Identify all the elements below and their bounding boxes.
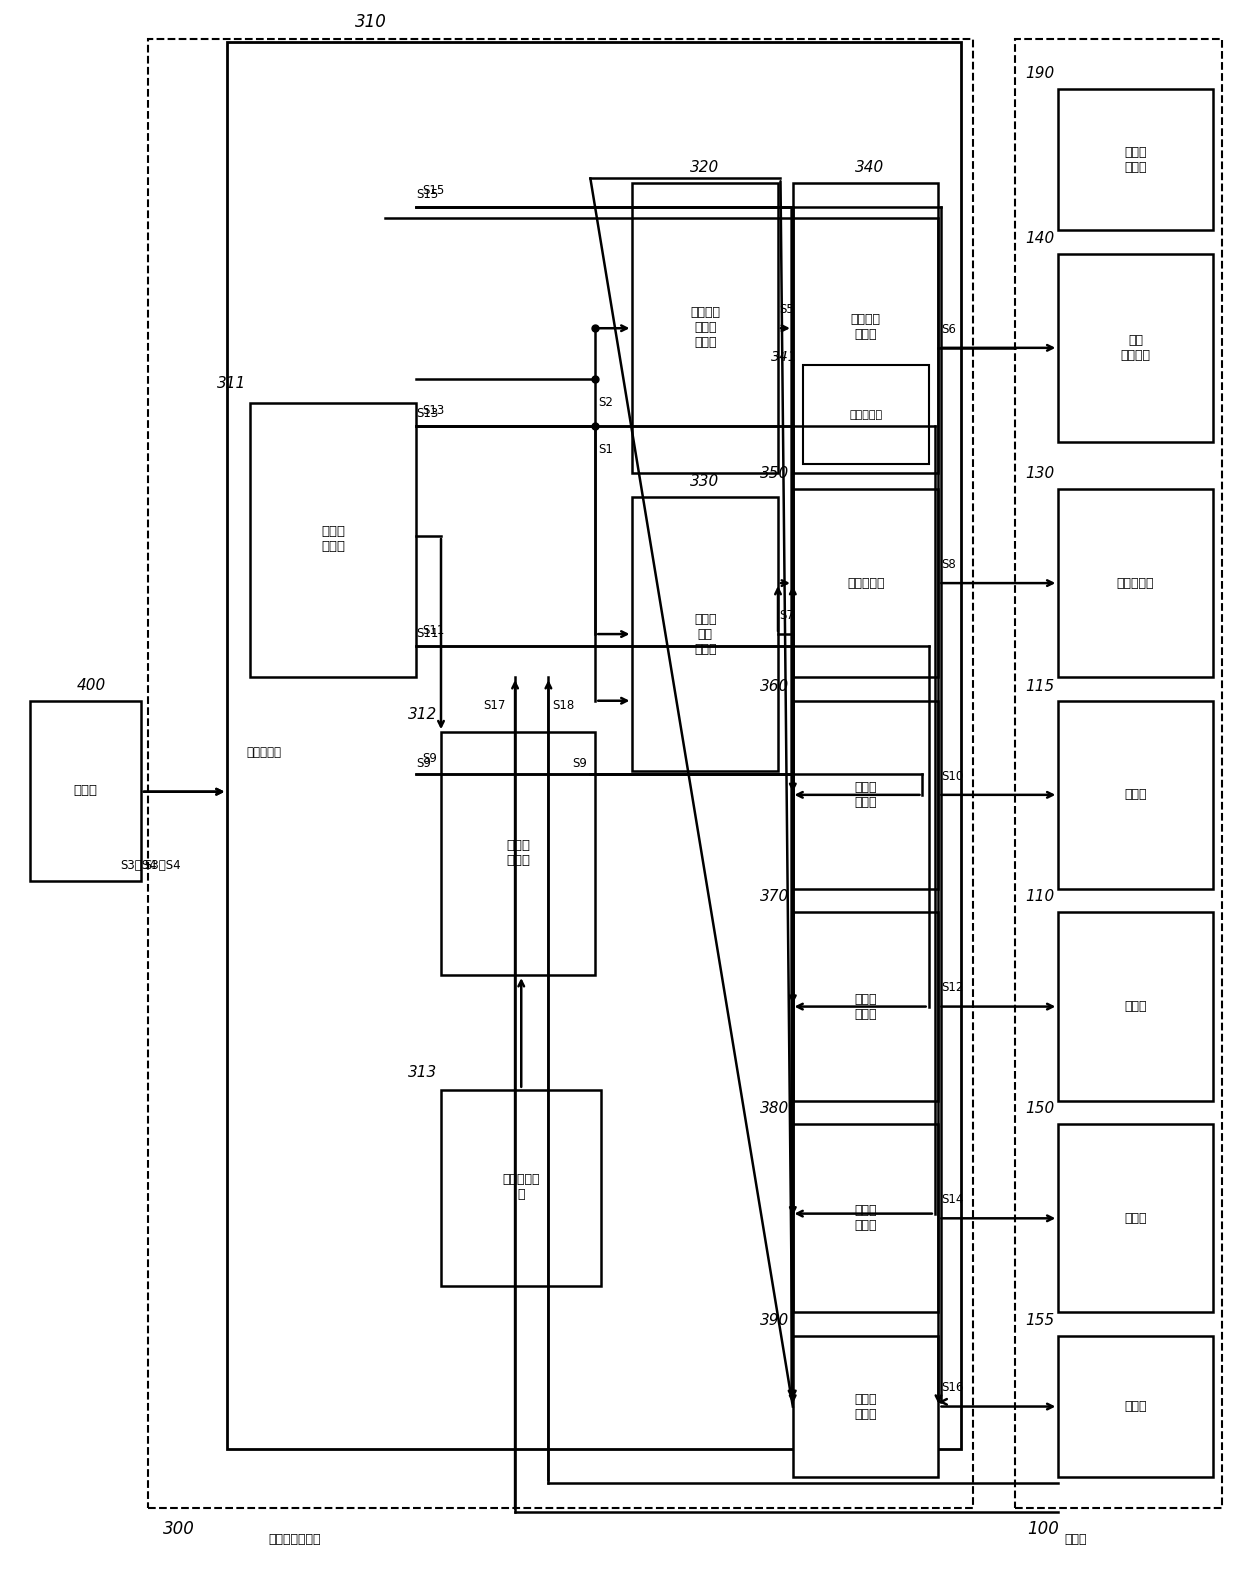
Bar bbox=[1058, 913, 1213, 1100]
Text: S16: S16 bbox=[941, 1382, 963, 1395]
Text: S15: S15 bbox=[417, 187, 439, 200]
Text: 断路器
控制部: 断路器 控制部 bbox=[854, 1393, 877, 1421]
Text: S15: S15 bbox=[423, 184, 445, 197]
Text: 入射器
控制部: 入射器 控制部 bbox=[854, 993, 877, 1020]
Text: 312: 312 bbox=[408, 707, 438, 722]
Text: 140: 140 bbox=[1025, 230, 1054, 246]
Text: 高频
加速空腔: 高频 加速空腔 bbox=[1121, 334, 1151, 362]
Bar bbox=[441, 732, 595, 976]
Bar bbox=[30, 700, 141, 881]
Bar bbox=[1058, 253, 1213, 442]
Text: 360: 360 bbox=[760, 678, 789, 694]
Text: 370: 370 bbox=[760, 889, 789, 905]
Text: S9: S9 bbox=[423, 752, 438, 765]
Bar bbox=[1058, 1124, 1213, 1313]
Bar bbox=[227, 42, 961, 1450]
Text: 155: 155 bbox=[1025, 1313, 1054, 1328]
Text: 130: 130 bbox=[1025, 466, 1054, 480]
Text: 加速器控制装置: 加速器控制装置 bbox=[268, 1533, 321, 1546]
Bar bbox=[441, 1089, 601, 1286]
Text: S9: S9 bbox=[572, 757, 587, 770]
Bar bbox=[792, 1124, 939, 1313]
Text: 340: 340 bbox=[854, 161, 884, 175]
Text: 390: 390 bbox=[760, 1313, 789, 1328]
Text: S10: S10 bbox=[941, 770, 963, 782]
Text: 341: 341 bbox=[771, 351, 797, 364]
Text: 偏转电磁铁: 偏转电磁铁 bbox=[1117, 576, 1154, 590]
Text: S6: S6 bbox=[941, 323, 956, 335]
Text: 电源用
模式
存储部: 电源用 模式 存储部 bbox=[694, 614, 717, 656]
Bar bbox=[1058, 700, 1213, 889]
Text: S14: S14 bbox=[941, 1193, 963, 1206]
Text: 斩波器
控制部: 斩波器 控制部 bbox=[854, 781, 877, 809]
Text: 350: 350 bbox=[760, 466, 789, 480]
Text: S12: S12 bbox=[941, 981, 963, 995]
Text: 320: 320 bbox=[691, 161, 719, 175]
Text: 190: 190 bbox=[1025, 66, 1054, 80]
Text: 高频电力
用模式
存储部: 高频电力 用模式 存储部 bbox=[691, 305, 720, 349]
Bar bbox=[802, 365, 929, 464]
Text: S8: S8 bbox=[941, 557, 956, 571]
Text: 310: 310 bbox=[355, 13, 387, 30]
Bar bbox=[792, 490, 939, 677]
Text: 频率检测部: 频率检测部 bbox=[849, 411, 882, 420]
Text: 110: 110 bbox=[1025, 889, 1054, 905]
Text: 115: 115 bbox=[1025, 678, 1054, 694]
Bar bbox=[1016, 39, 1223, 1508]
Text: 电荷量
计算部: 电荷量 计算部 bbox=[321, 526, 346, 552]
Text: 311: 311 bbox=[217, 376, 246, 392]
Text: 计算机: 计算机 bbox=[73, 784, 98, 796]
Text: S13: S13 bbox=[417, 408, 439, 420]
Text: 入射器: 入射器 bbox=[1125, 999, 1147, 1014]
Bar bbox=[792, 700, 939, 889]
Text: 定时控制部: 定时控制部 bbox=[246, 746, 281, 759]
Bar bbox=[1058, 90, 1213, 230]
Bar bbox=[1058, 1336, 1213, 1476]
Bar bbox=[632, 183, 777, 474]
Text: 加速器: 加速器 bbox=[1064, 1533, 1087, 1546]
Text: 电源控制部: 电源控制部 bbox=[847, 576, 884, 590]
Text: S3，S4: S3，S4 bbox=[120, 859, 156, 872]
Text: S7: S7 bbox=[779, 609, 794, 622]
Text: S3，S4: S3，S4 bbox=[145, 859, 181, 872]
Text: 射出器: 射出器 bbox=[1125, 1212, 1147, 1225]
Text: 300: 300 bbox=[164, 1520, 195, 1538]
Text: 断路器: 断路器 bbox=[1125, 1399, 1147, 1413]
Text: S1: S1 bbox=[598, 444, 613, 456]
Text: 电荷量阈值
表: 电荷量阈值 表 bbox=[502, 1173, 539, 1201]
Bar bbox=[792, 183, 939, 474]
Bar bbox=[149, 39, 973, 1508]
Text: S9: S9 bbox=[417, 757, 432, 770]
Text: 100: 100 bbox=[1028, 1520, 1059, 1538]
Text: 150: 150 bbox=[1025, 1102, 1054, 1116]
Text: 313: 313 bbox=[408, 1066, 438, 1080]
Text: S17: S17 bbox=[482, 699, 505, 711]
Bar bbox=[632, 497, 777, 771]
Bar bbox=[792, 1336, 939, 1476]
Text: 电流值
检测部: 电流值 检测部 bbox=[1125, 146, 1147, 173]
Text: S2: S2 bbox=[598, 397, 613, 409]
Text: 330: 330 bbox=[691, 474, 719, 488]
Text: S18: S18 bbox=[552, 699, 574, 711]
Text: 预射出
控制部: 预射出 控制部 bbox=[507, 839, 531, 867]
Bar bbox=[792, 913, 939, 1100]
Text: S11: S11 bbox=[417, 626, 439, 639]
Text: S11: S11 bbox=[423, 623, 445, 636]
Text: 380: 380 bbox=[760, 1102, 789, 1116]
Text: 斩波器: 斩波器 bbox=[1125, 789, 1147, 801]
Text: S13: S13 bbox=[423, 405, 445, 417]
Text: S5: S5 bbox=[779, 302, 794, 316]
Bar bbox=[1058, 490, 1213, 677]
Text: 400: 400 bbox=[77, 677, 107, 693]
Text: 高频电力
控制部: 高频电力 控制部 bbox=[851, 313, 880, 342]
Bar bbox=[249, 403, 417, 677]
Text: 射出器
控制部: 射出器 控制部 bbox=[854, 1204, 877, 1232]
